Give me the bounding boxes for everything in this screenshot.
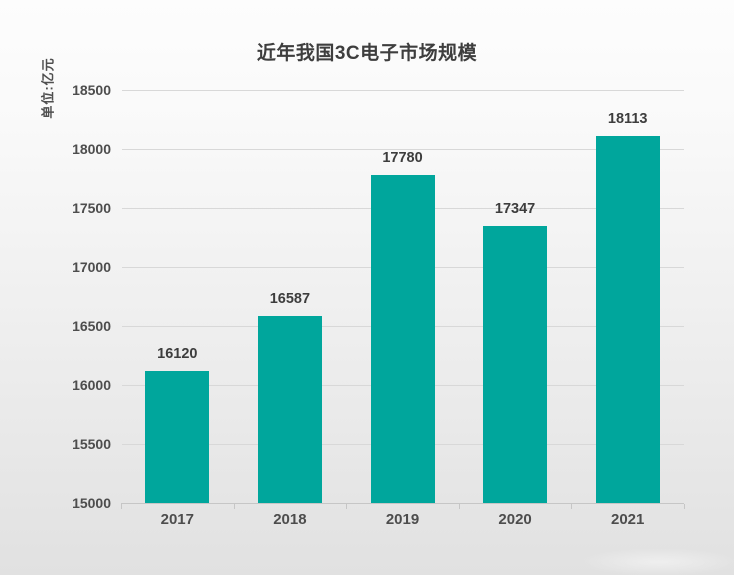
bar-2021[interactable] — [595, 135, 660, 503]
bar-value-label: 18113 — [607, 110, 648, 127]
x-axis-category-label: 2020 — [498, 511, 532, 528]
x-axis-line — [121, 503, 684, 504]
y-axis-tick-label: 16500 — [72, 318, 111, 334]
x-axis-category-label: 2018 — [273, 511, 307, 528]
bar-2018[interactable] — [257, 315, 322, 503]
bar-2017[interactable] — [145, 370, 210, 503]
y-axis-tick-label: 15500 — [72, 436, 111, 452]
y-axis-tick-label: 18000 — [72, 141, 111, 157]
x-axis-tick — [346, 504, 348, 509]
watermark — [584, 549, 734, 575]
y-axis-tick-label: 16000 — [72, 377, 111, 393]
bar-value-label: 16120 — [157, 345, 198, 362]
x-axis-tick — [571, 504, 573, 509]
gridline — [122, 89, 684, 91]
x-axis-tick — [233, 504, 235, 509]
x-axis-tick — [458, 504, 460, 509]
bar-2020[interactable] — [483, 226, 548, 503]
y-axis-tick-label: 15000 — [72, 495, 111, 511]
x-axis-category-label: 2019 — [385, 511, 420, 528]
gridline — [122, 148, 684, 150]
x-axis-category-label: 2017 — [160, 511, 194, 528]
x-axis-tick — [684, 504, 685, 509]
bar-value-label: 17780 — [382, 149, 423, 166]
y-axis-tick-label: 17500 — [72, 200, 111, 216]
x-axis-tick — [121, 504, 122, 509]
y-axis-tick-label: 18500 — [72, 82, 111, 98]
y-axis-tick-label: 17000 — [72, 259, 111, 275]
bar-2019[interactable] — [370, 174, 435, 503]
chart-title: 近年我国3C电子市场规模 — [256, 43, 478, 64]
bar-value-label: 17347 — [494, 201, 536, 218]
bar-value-label: 16587 — [269, 290, 311, 307]
x-axis-category-label: 2021 — [611, 511, 645, 528]
